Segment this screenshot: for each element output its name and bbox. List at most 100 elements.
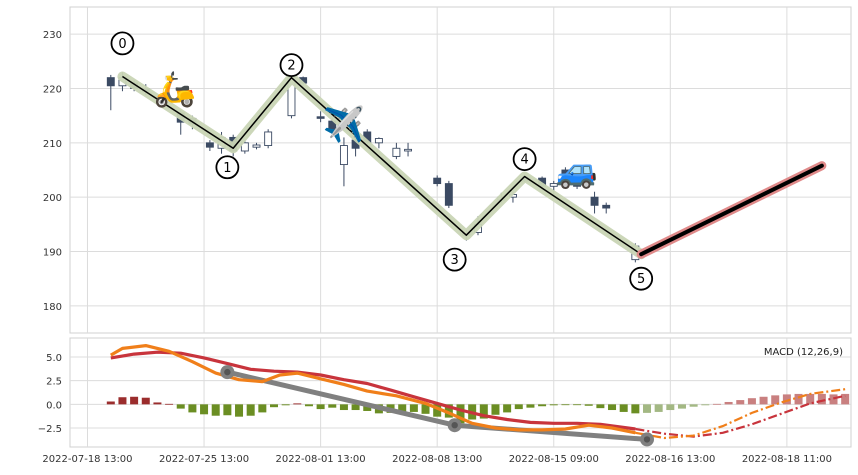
- candle-down: [573, 183, 582, 187]
- histogram-bar: [479, 404, 488, 419]
- candle-up: [339, 145, 348, 166]
- histogram-bar: [759, 396, 768, 405]
- histogram-bar: [771, 395, 780, 405]
- candle-down: [433, 177, 442, 185]
- histogram-bar: [631, 404, 640, 414]
- candle-down: [590, 196, 599, 206]
- histogram-bar: [363, 404, 372, 411]
- candle-down: [602, 204, 611, 209]
- histogram-bar: [806, 393, 815, 405]
- price-y-tick-label: 200: [43, 193, 62, 204]
- histogram-bar: [619, 404, 628, 412]
- price-y-tick-label: 190: [43, 248, 62, 259]
- x-tick-label: 2022-07-18 13:00: [42, 454, 132, 465]
- wave-label-circle: [512, 147, 537, 172]
- macd-legend-label: MACD (12,26,9): [764, 347, 843, 358]
- histogram-bar: [293, 403, 302, 405]
- histogram-bar: [736, 400, 745, 405]
- wave-label: 5: [637, 272, 645, 287]
- histogram-bar: [724, 401, 733, 405]
- signal-line: [110, 350, 636, 431]
- candle-down: [561, 169, 570, 185]
- price-y-tick-label: 210: [43, 139, 62, 150]
- candle-down: [205, 142, 214, 148]
- histogram-bar: [538, 404, 547, 407]
- price-y-tick-label: 180: [43, 302, 62, 313]
- wave-label-circle: [215, 155, 240, 180]
- histogram-bar: [701, 404, 710, 406]
- wave-label: 0: [118, 37, 126, 52]
- histogram-bar: [118, 397, 127, 405]
- histogram-bar: [596, 404, 605, 409]
- candle-up: [404, 148, 412, 152]
- macd-panel: 2022-07-18 13:00 2022-07-25 13:00 2022-08-…: [38, 337, 852, 465]
- histogram-bar: [200, 404, 209, 415]
- histogram-bar: [584, 404, 593, 406]
- histogram-bar: [211, 404, 220, 416]
- histogram-bar: [339, 404, 348, 411]
- histogram-bar: [608, 404, 617, 411]
- histogram-bar: [514, 404, 523, 410]
- histogram-bar: [328, 404, 337, 408]
- histogram-bar: [689, 404, 698, 407]
- histogram-bar: [444, 404, 453, 418]
- macd-line: [110, 344, 636, 435]
- trend-point-inner: [451, 422, 458, 429]
- histogram-bar: [817, 393, 826, 405]
- histogram-bar: [841, 393, 850, 405]
- candle-up: [392, 147, 401, 157]
- histogram-bar: [304, 404, 313, 407]
- histogram-bar: [561, 404, 570, 406]
- histogram-bar: [281, 404, 290, 406]
- x-tick-label: 2022-08-15 09:00: [509, 454, 599, 465]
- histogram-bar: [549, 404, 558, 406]
- wave-label-circle: [629, 266, 654, 291]
- signal-projection-line: [635, 394, 846, 438]
- histogram-bar: [258, 404, 267, 413]
- histogram-bar: [246, 404, 255, 416]
- histogram-bar: [269, 404, 278, 408]
- histogram-bar: [677, 404, 686, 409]
- histogram-bar: [747, 398, 756, 405]
- candle-down: [316, 116, 325, 119]
- price-plot-area: [69, 6, 852, 334]
- macd-y-tick-label: 0.0: [46, 400, 62, 411]
- x-tick-label: 2022-07-25 13:00: [159, 454, 249, 465]
- x-tick-label: 2022-08-01 13:00: [276, 454, 366, 465]
- wave-label-circle: [110, 31, 135, 56]
- histogram-bar: [188, 404, 197, 413]
- histogram-bar: [433, 404, 442, 417]
- histogram-bar: [141, 397, 150, 405]
- histogram-bar: [654, 404, 663, 412]
- histogram-bar: [794, 393, 803, 405]
- histogram-bar: [782, 394, 791, 405]
- histogram-bar: [316, 404, 325, 410]
- candle-up: [374, 138, 383, 144]
- histogram-bar: [573, 404, 582, 406]
- wave-label: 2: [287, 59, 295, 74]
- histogram-bar: [491, 404, 500, 415]
- histogram-bar: [666, 404, 675, 411]
- histogram-bar: [165, 403, 174, 405]
- price-y-tick-label: 230: [43, 30, 62, 41]
- trend-point-inner: [224, 368, 231, 376]
- projection-line: [639, 163, 824, 257]
- histogram-bar: [409, 404, 418, 412]
- histogram-bar: [153, 402, 162, 405]
- price-y-tick-label: 220: [43, 85, 62, 96]
- candle-up: [252, 144, 261, 148]
- histogram-bar: [643, 404, 652, 413]
- wave-label-circle: [442, 247, 467, 272]
- trend-point-inner: [643, 436, 651, 443]
- candle-up: [264, 131, 273, 146]
- price-panel: 180 190 200 210 220 230 0 1 2 3 4 5 🛵 ✈️ 🚙: [43, 6, 852, 334]
- x-tick-label: 2022-08-18 11:00: [742, 454, 832, 465]
- macd-y-tick-label: 5.0: [46, 353, 62, 364]
- histogram-bar: [712, 403, 721, 405]
- scooter-icon: 🛵: [154, 70, 196, 110]
- histogram-bar: [456, 404, 465, 424]
- candle-down: [444, 183, 453, 206]
- candle-up: [549, 183, 558, 187]
